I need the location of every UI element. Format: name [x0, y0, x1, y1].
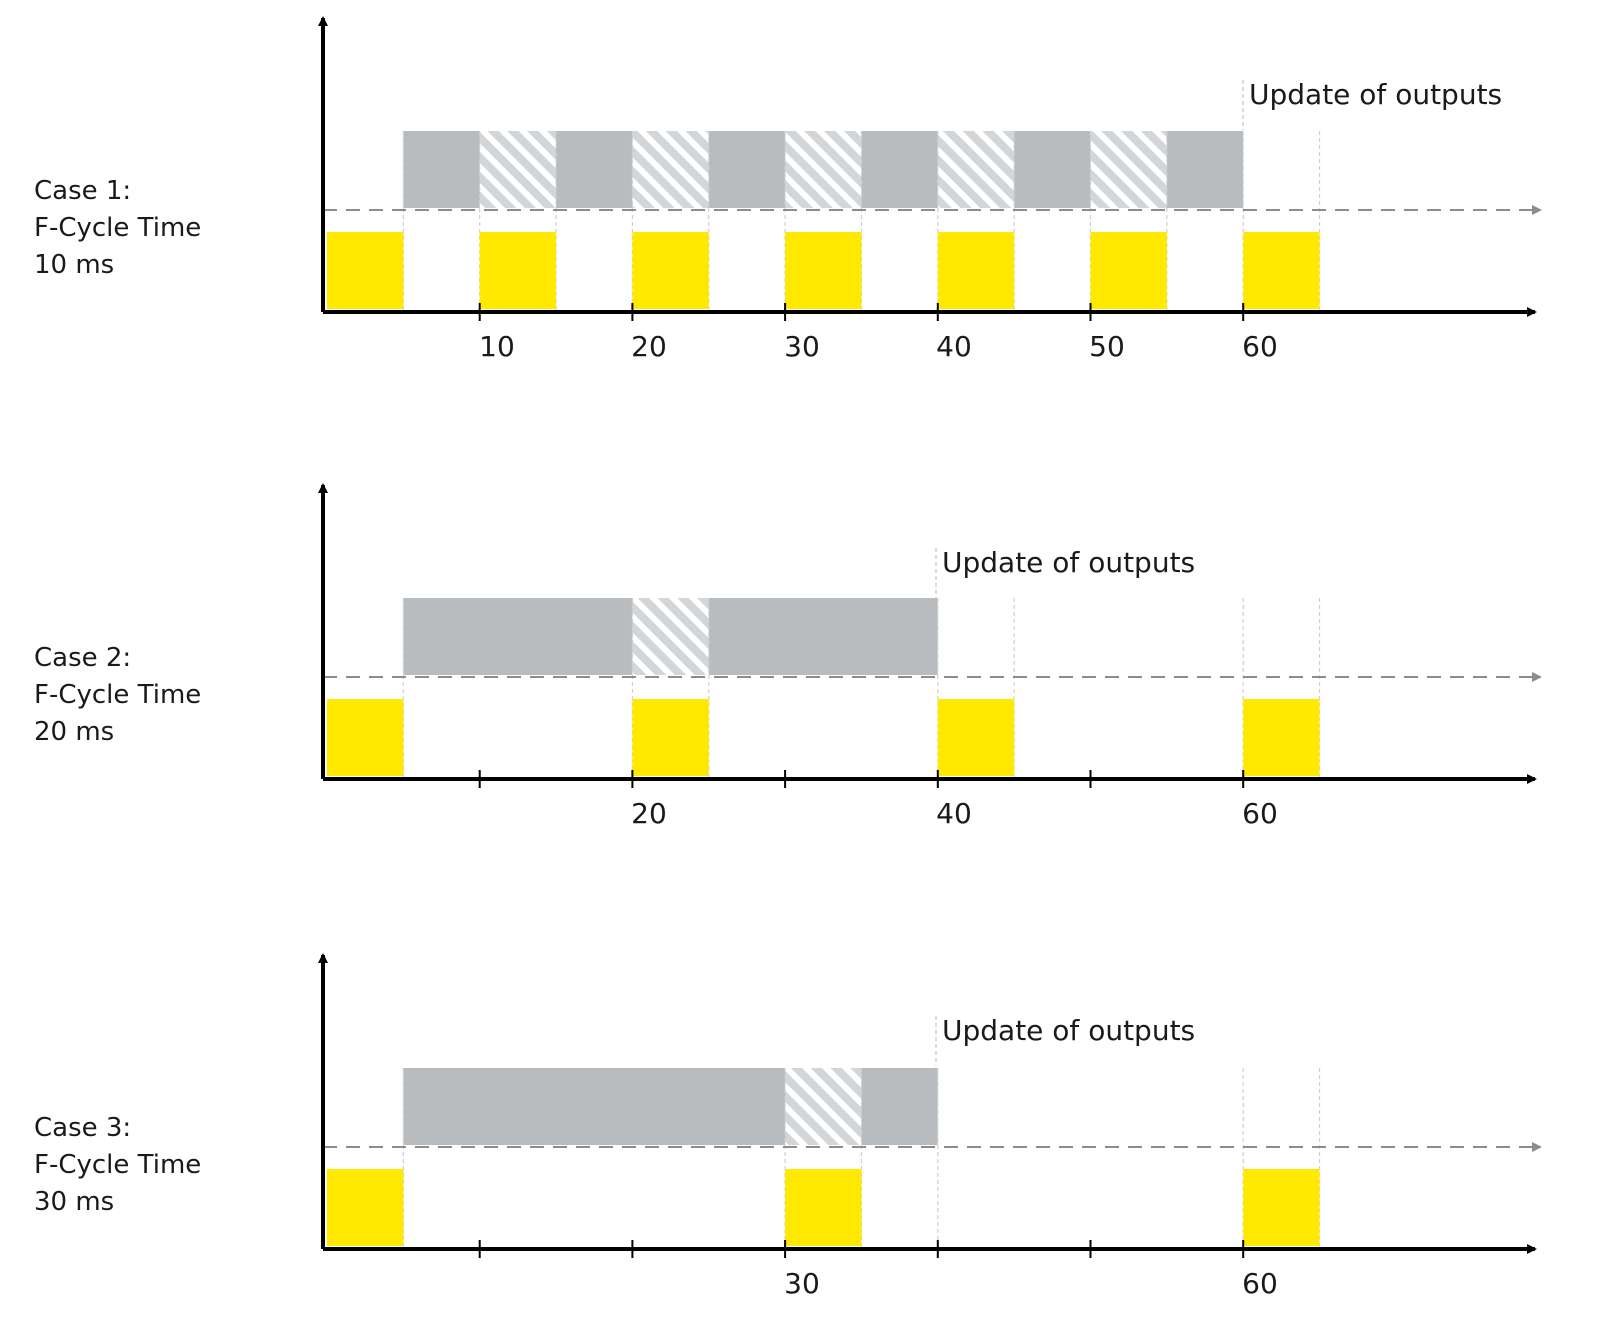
case-label-line: 10 ms [34, 250, 114, 280]
case-label-line: Case 1: [34, 176, 131, 206]
case-1-label: Case 1: F-Cycle Time 10 ms [34, 176, 210, 280]
f-cycle-block [479, 232, 557, 309]
dashed-arrowhead [1532, 205, 1542, 215]
f-cycle-blocks [327, 1169, 1320, 1246]
f-cycle-block [785, 1169, 862, 1246]
tick-label: 30 [784, 1267, 820, 1300]
f-cycle-blocks [327, 699, 1320, 776]
tick-label: 30 [784, 330, 820, 363]
f-cycle-block [327, 232, 404, 309]
case-label-line: F-Cycle Time [34, 213, 201, 243]
case-label-line: Case 3: [34, 1113, 131, 1143]
x-axis-ticks [478, 770, 1245, 788]
f-cycle-block [327, 699, 404, 776]
f-cycle-block [937, 232, 1015, 309]
hatched-segment [1090, 131, 1167, 208]
tick-label: 50 [1089, 330, 1125, 363]
case-2-panel: Case 2: F-Cycle Time 20 ms 20 40 60 Upda… [34, 483, 1542, 830]
hatched-segment [785, 1068, 862, 1145]
case-label-line: 30 ms [34, 1187, 114, 1217]
tick-label: 60 [1242, 797, 1278, 830]
hatched-segment [479, 131, 557, 208]
dashed-arrowhead [1532, 672, 1542, 682]
case-3-panel: Case 3: F-Cycle Time 30 ms 30 60 Update … [34, 953, 1542, 1300]
f-cycle-block [937, 699, 1015, 776]
x-axis-ticks [478, 303, 1245, 321]
case-label-line: F-Cycle Time [34, 1150, 201, 1180]
f-cycle-block [632, 699, 709, 776]
tick-label: 10 [479, 330, 515, 363]
case-label-line: Case 2: [34, 643, 131, 673]
tick-label: 20 [631, 330, 667, 363]
tick-label: 20 [631, 797, 667, 830]
case-2-label: Case 2: F-Cycle Time 20 ms [34, 643, 210, 747]
case-label-line: 20 ms [34, 717, 114, 747]
dashed-arrowhead [1532, 1142, 1542, 1152]
processing-timeline [403, 1068, 938, 1145]
tick-label: 40 [936, 797, 972, 830]
tick-label: 40 [936, 330, 972, 363]
f-cycle-blocks [327, 232, 1320, 309]
update-of-outputs-label: Update of outputs [1249, 78, 1502, 111]
case-3-label: Case 3: F-Cycle Time 30 ms [34, 1113, 210, 1217]
hatched-segment [632, 598, 709, 675]
f-cycle-block [1243, 1169, 1320, 1246]
case-label-line: F-Cycle Time [34, 680, 201, 710]
update-of-outputs-label: Update of outputs [942, 546, 1195, 579]
processing-timeline [403, 131, 1244, 208]
hatched-segment [632, 131, 709, 208]
f-cycle-block [1243, 232, 1320, 309]
hatched-segment [785, 131, 862, 208]
case-1-panel: Case 1: F-Cycle Time 10 ms 10 20 30 40 5… [34, 16, 1542, 363]
f-cycle-block [785, 232, 862, 309]
tick-label: 60 [1242, 1267, 1278, 1300]
hatched-segment [937, 131, 1015, 208]
f-cycle-block [1090, 232, 1167, 309]
x-axis-ticks [478, 1240, 1245, 1258]
update-of-outputs-label: Update of outputs [942, 1014, 1195, 1047]
f-cycle-block [1243, 699, 1320, 776]
processing-timeline [403, 598, 938, 675]
tick-label: 60 [1242, 330, 1278, 363]
f-cycle-block [327, 1169, 404, 1246]
f-cycle-block [632, 232, 709, 309]
